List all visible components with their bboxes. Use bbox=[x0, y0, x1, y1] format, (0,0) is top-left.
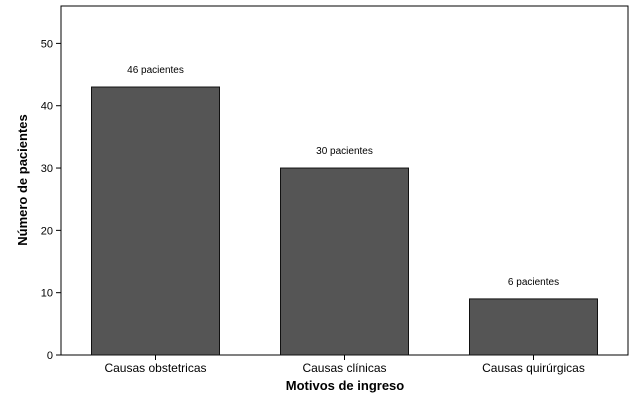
bar-data-label: 6 pacientes bbox=[508, 277, 559, 288]
bars: 46 pacientes 30 pacientes 6 pacientes bbox=[91, 65, 598, 356]
bar bbox=[91, 86, 220, 356]
x-tick-label: Causas clínicas bbox=[302, 361, 386, 375]
x-tick-label: Causas quirúrgicas bbox=[482, 361, 585, 375]
bar-data-label: 46 pacientes bbox=[127, 65, 184, 76]
y-tick-label: 50 bbox=[41, 38, 53, 50]
bar bbox=[469, 298, 598, 356]
y-tick-label: 30 bbox=[41, 163, 53, 175]
y-tick-label: 40 bbox=[41, 101, 53, 113]
bar-data-label: 30 pacientes bbox=[316, 146, 373, 157]
x-axis-title: Motivos de ingreso bbox=[286, 378, 405, 393]
y-axis: 0 10 20 30 40 50 bbox=[41, 38, 61, 362]
x-axis: Causas obstetricas Causas clínicas Causas … bbox=[104, 355, 585, 375]
y-tick-label: 10 bbox=[41, 288, 53, 300]
x-tick-label: Causas obstetricas bbox=[104, 361, 206, 375]
bar bbox=[280, 167, 409, 356]
y-axis-title: Número de pacientes bbox=[15, 114, 30, 246]
y-tick-label: 0 bbox=[47, 350, 53, 362]
y-tick-label: 20 bbox=[41, 225, 53, 237]
